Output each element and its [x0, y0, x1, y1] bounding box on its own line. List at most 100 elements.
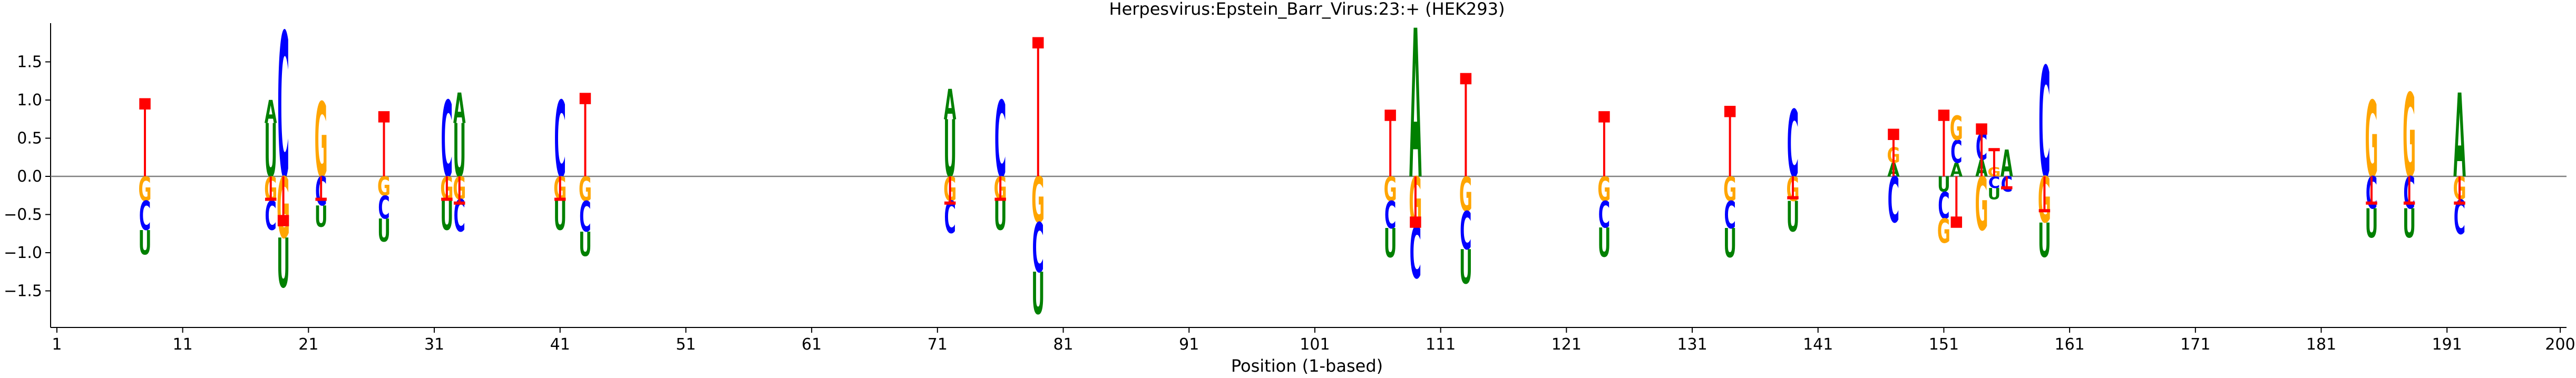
logo-letter-c: C [579, 193, 591, 242]
x-tick-label: 61 [802, 335, 822, 354]
logo-letter-u: U [1459, 240, 1472, 294]
logo-letter-a: A [1950, 159, 1963, 181]
x-tick-label: 81 [1053, 335, 1073, 354]
y-tick-label: 0.5 [17, 130, 42, 148]
logo-columns: GCUUAGCCGUGCUGCUCGUUAGCCGUGCUUAGCCGUGCUG… [139, 0, 2466, 327]
gap-marker [378, 111, 390, 123]
x-tick-label: 151 [1929, 335, 1959, 354]
logo-column-185: GCU [2365, 79, 2378, 247]
logo-column-79: GCU [1031, 37, 1045, 327]
logo-letter-a: A [944, 81, 957, 130]
x-tick-label: 11 [173, 335, 193, 354]
logo-letter-g: G [1937, 212, 1950, 251]
logo-letter-u: U [1031, 261, 1045, 327]
logo-letter-u: U [277, 225, 290, 304]
logo-letter-c: C [1950, 134, 1962, 171]
logo-letter-u: U [1988, 185, 2001, 204]
gap-marker [2366, 201, 2377, 205]
gap-marker [1976, 123, 1987, 135]
gap-marker [1787, 196, 1799, 200]
x-tick-label: 31 [424, 335, 444, 354]
logo-letter-c: C [2038, 36, 2050, 213]
gap-marker [554, 197, 566, 201]
logo-letter-c: C [944, 192, 956, 243]
x-tick-label: 191 [2432, 335, 2462, 354]
logo-column-192: AGC [2453, 69, 2466, 245]
logo-letter-c: C [1460, 201, 1471, 262]
logo-letter-a: A [2001, 142, 2013, 185]
logo-column-113: GCU [1459, 73, 1472, 294]
y-tick-label: −1.5 [4, 282, 42, 301]
x-tick-label: 101 [1300, 335, 1330, 354]
logo-column-152: ACG [1950, 109, 1963, 228]
logo-letter-c: C [994, 79, 1006, 201]
gap-marker [2038, 209, 2051, 213]
gap-marker [454, 201, 465, 205]
logo-letter-c: C [441, 79, 453, 201]
x-tick-label: 121 [1552, 335, 1582, 354]
gap-marker [944, 201, 956, 205]
y-tick-label: −1.0 [4, 244, 42, 262]
logo-letter-a: A [453, 85, 466, 133]
x-tick-label: 91 [1179, 335, 1199, 354]
logo-letter-c: C [554, 79, 566, 201]
logo-letter-g: G [1950, 109, 1963, 148]
logo-column-151: UCG [1937, 110, 1950, 251]
logo-letter-c: C [1888, 164, 1899, 237]
logo-letter-a: A [1409, 0, 1422, 225]
x-tick-label: 21 [298, 335, 318, 354]
x-tick-label: 1 [52, 335, 62, 354]
axis-ticks: −1.5−1.0−0.50.00.51.01.51 11 21 31 41 51 61 71 8… [4, 53, 2575, 354]
x-tick-label: 141 [1803, 335, 1833, 354]
x-tick-label: 51 [676, 335, 696, 354]
logo-column-124: GCU [1597, 111, 1611, 266]
x-tick-label: 161 [2055, 335, 2085, 354]
logo-letter-u: U [139, 223, 152, 262]
logo-letter-c: C [1988, 174, 2000, 192]
gap-marker [1950, 216, 1963, 228]
y-tick-label: 1.5 [17, 53, 42, 72]
logo-letter-g: G [139, 170, 152, 209]
logo-column-109: AGC [1409, 0, 1422, 295]
logo-column-147: AGC [1887, 128, 1900, 237]
y-tick-label: 0.0 [17, 167, 42, 186]
gap-marker [579, 93, 591, 104]
logo-letter-g: G [1384, 170, 1397, 209]
logo-column-22: GCU [315, 82, 328, 234]
logo-letter-u: U [1598, 220, 1611, 266]
logo-column-27: GCU [377, 111, 391, 249]
y-tick-label: −0.5 [4, 206, 42, 224]
x-tick-label: 111 [1426, 335, 1456, 354]
gap-marker [1888, 128, 1899, 140]
gap-marker [1460, 73, 1472, 85]
gap-marker [2403, 201, 2415, 205]
logo-letter-c: C [1787, 91, 1799, 198]
logo-column-43: GCU [579, 93, 592, 264]
logo-letter-c: C [1938, 184, 1949, 227]
logo-column-188: GCU [2403, 69, 2416, 247]
x-axis-label: Position (1-based) [1231, 356, 1383, 376]
gap-marker [1724, 106, 1736, 117]
logo-column-139: CGU [1786, 91, 1799, 242]
x-tick-label: 171 [2180, 335, 2210, 354]
y-tick-label: 1.0 [17, 91, 42, 110]
x-tick-label: 131 [1677, 335, 1707, 354]
gap-marker [139, 98, 151, 110]
logo-letter-u: U [1937, 173, 1950, 197]
logo-letter-u: U [2038, 213, 2051, 267]
logo-letter-g: G [1597, 170, 1611, 209]
logo-letter-c: C [277, 0, 289, 224]
gap-marker [994, 197, 1006, 201]
logo-letter-c: C [378, 190, 389, 226]
logo-column-8: GCU [139, 98, 152, 262]
logo-letter-u: U [315, 200, 328, 234]
logo-letter-c: C [1384, 193, 1396, 237]
logo-letter-g: G [377, 171, 391, 202]
gap-marker [1384, 110, 1396, 121]
logo-column-155: GCU [1987, 148, 2001, 203]
logo-letter-a: A [2453, 69, 2466, 204]
logo-letter-g: G [1723, 170, 1736, 209]
logo-letter-u: U [2365, 201, 2378, 247]
logo-column-134: GCU [1723, 106, 1736, 267]
logo-column-154: ACG [1975, 123, 1988, 247]
